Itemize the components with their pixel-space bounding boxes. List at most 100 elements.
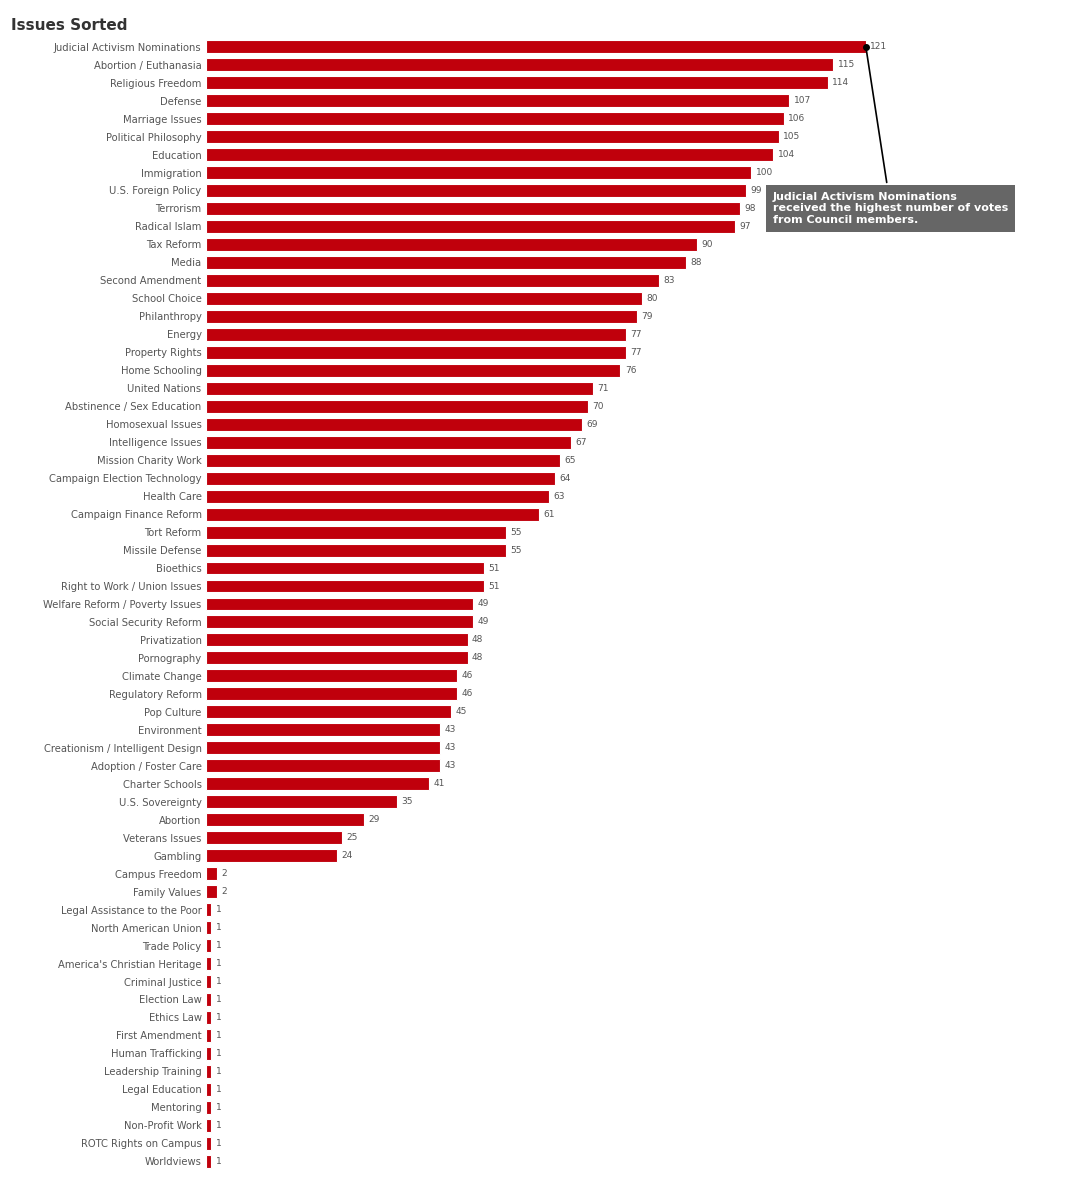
Text: 1: 1 (216, 1085, 221, 1094)
Bar (206, 435, 571, 448)
Text: 1: 1 (216, 977, 221, 986)
Text: 49: 49 (478, 617, 488, 627)
Text: 107: 107 (794, 96, 811, 105)
Text: 51: 51 (488, 563, 500, 573)
Bar (206, 382, 593, 395)
Text: 49: 49 (478, 599, 488, 609)
Text: 99: 99 (751, 187, 761, 195)
Bar (206, 184, 746, 197)
Bar (206, 562, 484, 574)
Text: 69: 69 (587, 420, 598, 428)
Text: 100: 100 (756, 167, 773, 177)
Bar (206, 328, 626, 341)
Bar (206, 795, 396, 808)
Text: 41: 41 (434, 780, 445, 788)
Text: 64: 64 (559, 474, 571, 483)
Bar (206, 471, 554, 484)
Text: 121: 121 (871, 42, 887, 51)
Text: 1: 1 (216, 1103, 221, 1112)
Text: 106: 106 (788, 114, 806, 123)
Text: 79: 79 (641, 312, 653, 321)
Text: 90: 90 (701, 240, 713, 249)
Text: 48: 48 (472, 635, 483, 645)
Text: 76: 76 (625, 366, 636, 374)
Bar (206, 759, 441, 773)
Bar (206, 831, 342, 844)
Text: 25: 25 (347, 834, 357, 842)
Text: 98: 98 (745, 205, 756, 213)
Bar (206, 202, 741, 215)
Text: 61: 61 (543, 509, 554, 519)
Text: 1: 1 (216, 941, 221, 950)
Bar (206, 598, 473, 610)
Bar (206, 310, 637, 323)
Text: 1: 1 (216, 1139, 221, 1148)
Bar (206, 921, 211, 934)
Bar (206, 292, 642, 305)
Bar (206, 525, 506, 538)
Bar (206, 41, 865, 53)
Text: 1: 1 (216, 905, 221, 914)
Text: 51: 51 (488, 581, 500, 591)
Text: 1: 1 (216, 1121, 221, 1130)
Text: 67: 67 (576, 438, 587, 446)
Text: 48: 48 (472, 653, 483, 663)
Text: Issues Sorted: Issues Sorted (11, 18, 128, 33)
Text: 1: 1 (216, 1157, 221, 1166)
Text: 77: 77 (630, 348, 642, 356)
Text: 114: 114 (832, 78, 849, 87)
Bar (206, 1137, 211, 1149)
Bar (206, 849, 337, 862)
Text: 46: 46 (461, 671, 472, 681)
Bar (206, 77, 827, 89)
Text: 88: 88 (690, 258, 702, 267)
Bar (206, 59, 833, 71)
Bar (206, 957, 211, 970)
Text: 55: 55 (510, 527, 522, 537)
Text: 1: 1 (216, 1013, 221, 1021)
Text: 63: 63 (553, 492, 565, 501)
Bar (206, 399, 588, 413)
Bar (206, 1029, 211, 1042)
Text: 65: 65 (564, 456, 576, 465)
Bar (206, 939, 211, 952)
Bar (206, 148, 773, 161)
Bar (206, 688, 457, 701)
Text: 105: 105 (783, 132, 800, 141)
Bar (206, 742, 441, 755)
Bar (206, 238, 696, 251)
Text: 83: 83 (663, 276, 675, 285)
Text: 35: 35 (401, 798, 413, 806)
Bar (206, 1046, 211, 1060)
Text: 80: 80 (647, 294, 658, 303)
Text: 71: 71 (598, 384, 609, 392)
Bar (206, 417, 583, 431)
Text: 24: 24 (341, 852, 352, 860)
Text: 1: 1 (216, 1031, 221, 1041)
Bar (206, 1082, 211, 1096)
Text: 1: 1 (216, 995, 221, 1003)
Text: 43: 43 (445, 762, 456, 770)
Bar (206, 706, 452, 719)
Text: 1: 1 (216, 923, 221, 932)
Text: 46: 46 (461, 689, 472, 698)
Text: 97: 97 (740, 222, 751, 231)
Text: 29: 29 (368, 816, 380, 824)
Text: 43: 43 (445, 743, 456, 752)
Text: Judicial Activism Nominations
received the highest number of votes
from Council : Judicial Activism Nominations received t… (773, 49, 1008, 225)
Text: 2: 2 (221, 887, 226, 896)
Bar (206, 813, 364, 826)
Bar (206, 1064, 211, 1078)
Bar (206, 580, 484, 592)
Bar (206, 724, 441, 737)
Bar (206, 507, 538, 520)
Bar (206, 670, 457, 683)
Text: 45: 45 (456, 707, 467, 716)
Bar (206, 256, 686, 269)
Bar (206, 453, 560, 466)
Bar (206, 166, 752, 179)
Bar (206, 993, 211, 1006)
Text: 2: 2 (221, 869, 226, 878)
Bar (206, 130, 779, 144)
Text: 1: 1 (216, 1067, 221, 1076)
